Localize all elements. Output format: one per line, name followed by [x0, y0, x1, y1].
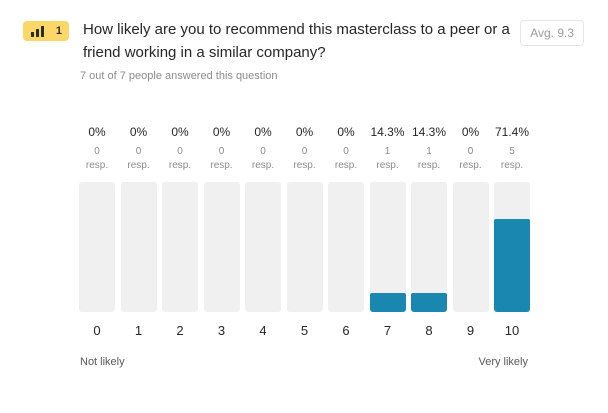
response-count-unit: resp.: [500, 160, 524, 171]
rating-percent: 14.3%: [370, 125, 405, 139]
response-count-value: 0: [343, 146, 349, 157]
average-score-badge: Avg. 9.3: [520, 20, 584, 46]
response-count-unit: resp.: [168, 160, 192, 171]
rating-percent: 0%: [337, 125, 355, 139]
rating-label: 9: [466, 323, 475, 338]
rating-response-count: 0 resp.: [445, 145, 497, 173]
bar-chart-icon: [31, 25, 44, 37]
rating-response-count: 0 resp.: [237, 145, 289, 173]
question-number: 1: [55, 25, 62, 37]
response-count-value: 1: [384, 146, 391, 157]
rating-response-count: 0 resp.: [154, 145, 206, 173]
rating-bar-fill: [369, 293, 406, 312]
rating-percent: 0%: [295, 125, 314, 139]
rating-bar-track: [286, 182, 323, 312]
rating-bar-track: [452, 182, 489, 312]
rating-bar-fill: [411, 293, 447, 312]
answered-count: 7 out of 7 people answered this question: [80, 70, 278, 82]
question-number-badge: 1: [23, 21, 69, 41]
response-count-unit: resp.: [417, 160, 441, 171]
rating-response-count: 0 resp.: [320, 145, 372, 173]
rating-label: 3: [217, 323, 226, 338]
rating-response-count: 0 resp.: [71, 145, 123, 173]
rating-bar-track: [245, 182, 281, 312]
rating-bar-track: [494, 182, 530, 312]
rating-response-count: 0 resp.: [196, 145, 248, 173]
response-count-value: 0: [177, 146, 183, 157]
rating-percent: 71.4%: [494, 125, 530, 139]
scale-right-label: Very likely: [478, 356, 528, 368]
response-count-value: 0: [135, 146, 142, 157]
response-count-value: 1: [426, 146, 432, 157]
rating-bar-track: [369, 182, 406, 312]
rating-bar-track: [162, 182, 198, 312]
rating-percent: 0%: [254, 125, 272, 139]
response-count-unit: resp.: [251, 160, 275, 171]
rating-label: 1: [134, 323, 143, 338]
rating-percent: 0%: [129, 125, 148, 139]
response-count-unit: resp.: [376, 160, 399, 171]
response-count-value: 0: [301, 146, 308, 157]
rating-label: 6: [342, 323, 350, 338]
rating-label: 0: [93, 323, 101, 338]
rating-percent: 0%: [88, 125, 106, 139]
rating-label: 10: [504, 323, 520, 338]
rating-response-count: 5 resp.: [486, 145, 538, 173]
rating-bar-track: [411, 182, 447, 312]
rating-response-count: 1 resp.: [362, 145, 414, 173]
rating-label: 5: [300, 323, 309, 338]
response-count-value: 5: [509, 146, 515, 157]
response-count-unit: resp.: [334, 160, 358, 171]
rating-label: 4: [259, 323, 267, 338]
rating-percent: 0%: [212, 125, 231, 139]
response-count-value: 0: [260, 146, 266, 157]
response-count-unit: resp.: [127, 160, 150, 171]
response-count-unit: resp.: [293, 160, 316, 171]
rating-bar-track: [120, 182, 157, 312]
rating-bar-track: [79, 182, 115, 312]
rating-label: 2: [176, 323, 184, 338]
rating-bar-track: [328, 182, 364, 312]
response-count-unit: resp.: [459, 160, 482, 171]
response-count-value: 0: [218, 146, 225, 157]
rating-percent: 14.3%: [411, 125, 447, 139]
rating-percent: 0%: [171, 125, 189, 139]
rating-percent: 0%: [461, 125, 480, 139]
rating-bar-fill: [494, 219, 530, 312]
rating-bar-track: [203, 182, 240, 312]
scale-left-label: Not likely: [80, 356, 125, 368]
rating-response-count: 1 resp.: [403, 145, 455, 173]
rating-label: 8: [425, 323, 433, 338]
response-count-value: 0: [94, 146, 100, 157]
question-title: How likely are you to recommend this mas…: [83, 21, 510, 61]
response-count-unit: resp.: [210, 160, 233, 171]
response-count-unit: resp.: [85, 160, 109, 171]
rating-response-count: 0 resp.: [279, 145, 331, 173]
rating-response-count: 0 resp.: [113, 145, 165, 173]
rating-label: 7: [383, 323, 392, 338]
response-count-value: 0: [467, 146, 474, 157]
